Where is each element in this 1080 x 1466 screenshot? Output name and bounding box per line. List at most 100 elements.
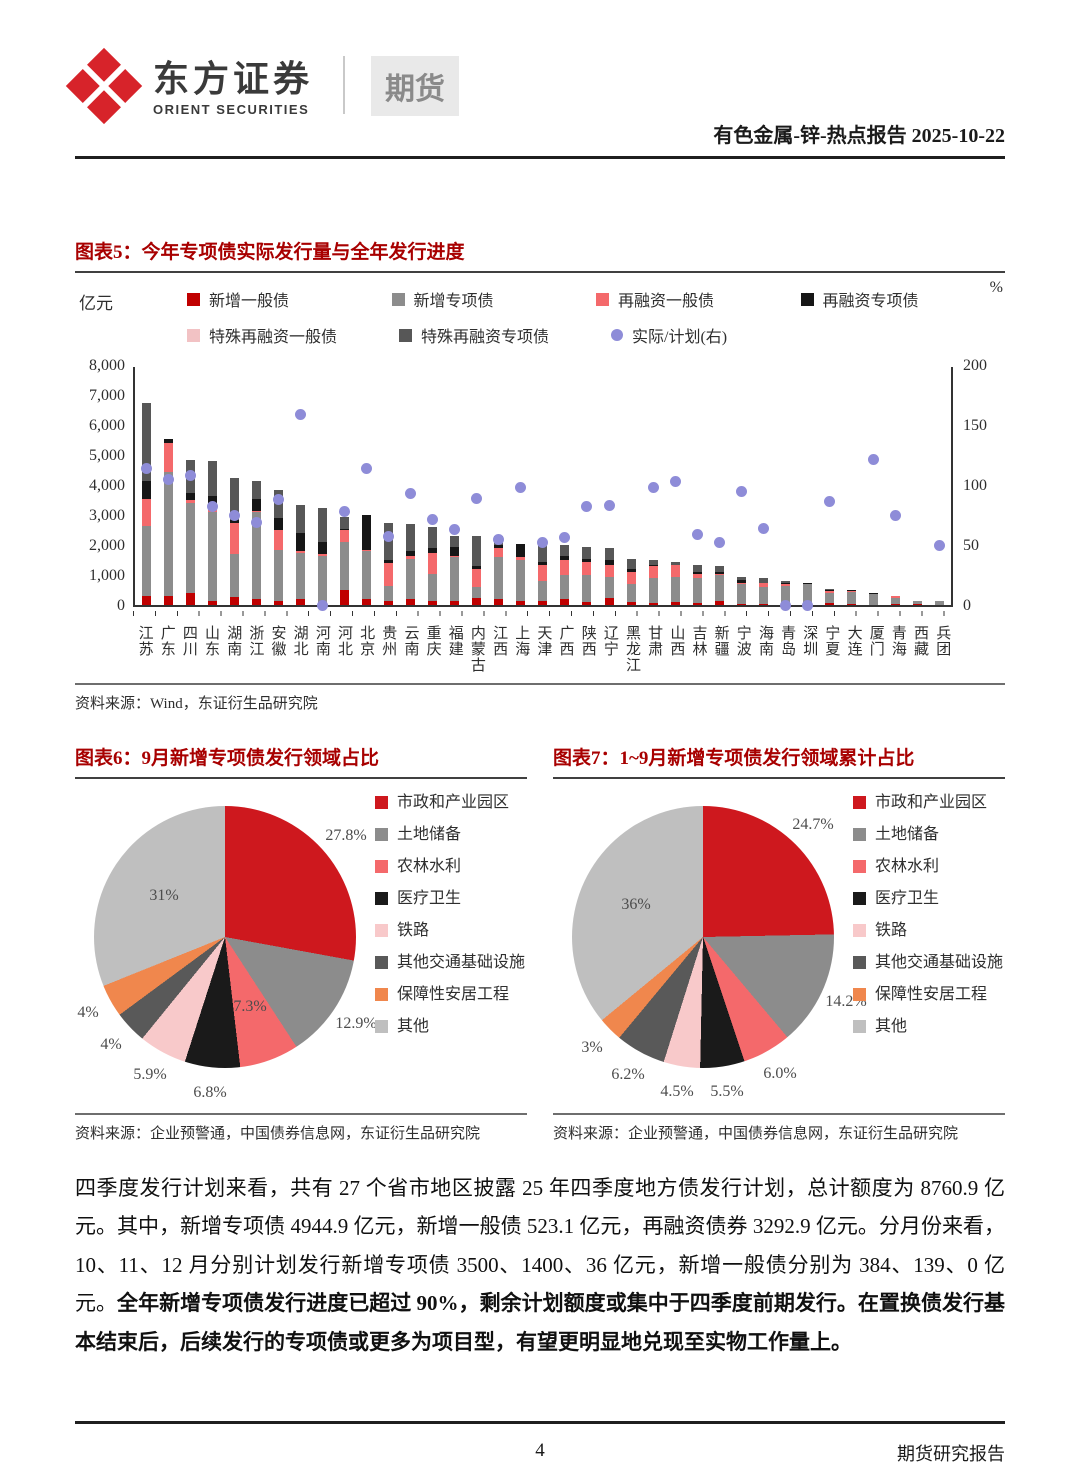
legend-item: 土地储备: [375, 825, 527, 845]
ratio-dot: [890, 509, 902, 521]
bar-segment: [428, 552, 438, 574]
y-axis-tick-right: 150: [963, 417, 987, 434]
legend-label: 实际/计划(右): [632, 329, 728, 346]
legend-item: 市政和产业园区: [853, 793, 1005, 813]
paragraph-bold-text: 全年新增专项债发行进度已超过 90%，剩余计划额度或集中于四季度前期发行。在置换…: [75, 1291, 1006, 1354]
left-axis-unit: 亿元: [79, 294, 113, 313]
ratio-dot: [934, 539, 946, 551]
bar-segment: [384, 563, 394, 586]
ratio-dot: [713, 537, 725, 549]
x-axis-label: 山西: [668, 625, 685, 657]
x-axis-label: 河南: [313, 625, 330, 657]
bar-segment: [847, 590, 857, 592]
bar-segment: [428, 573, 438, 601]
figure5-source: 资料来源：Wind，东证衍生品研究院: [75, 683, 1005, 713]
bar-segment: [913, 604, 923, 605]
y-axis-tick-left: 8,000: [89, 357, 125, 374]
legend-label: 保障性安居工程: [397, 986, 510, 1003]
legend-label: 市政和产业园区: [875, 794, 988, 811]
bar-segment: [450, 557, 460, 601]
ratio-dot: [559, 532, 571, 544]
legend-item: 其他: [375, 1017, 527, 1037]
x-axis-label: 陕西: [579, 625, 596, 657]
bar-column: [311, 367, 333, 611]
figure5: 图表5：今年专项债实际发行量与全年发行进度 亿元 % 新增一般债 新增专项债 再融资…: [75, 237, 1005, 713]
bar-segment: [582, 575, 592, 602]
bar-segment: [847, 603, 857, 605]
x-axis-label: 四川: [180, 625, 197, 657]
pie-slice-label: 6.0%: [763, 1065, 797, 1082]
bar-segment: [207, 495, 217, 506]
bar-segment: [339, 530, 349, 542]
bar-segment: [295, 599, 305, 605]
bar-segment: [538, 543, 548, 562]
bar-column: [179, 367, 201, 605]
legend-square-marker: [853, 1020, 866, 1033]
bar-segment: [384, 560, 394, 563]
bar-segment: [295, 552, 305, 599]
bar-segment: [538, 564, 548, 581]
bar-segment: [648, 566, 658, 579]
bar-segment: [406, 524, 416, 551]
bar-segment: [758, 582, 768, 587]
bar-column: [907, 367, 929, 605]
legend-item: 新增专项债: [391, 287, 597, 311]
x-axis-label: 江苏: [136, 625, 153, 657]
bar-column: [708, 367, 730, 605]
bar-segment: [317, 555, 327, 602]
bar-segment: [758, 587, 768, 604]
bar-segment: [780, 582, 790, 584]
bar-segment: [273, 530, 283, 550]
pie-slice-label: 24.7%: [792, 816, 834, 833]
ratio-dot: [868, 454, 880, 466]
bar-column: [466, 367, 488, 605]
bar-segment: [604, 564, 614, 577]
bar-segment: [648, 602, 658, 605]
bar-segment: [560, 599, 570, 605]
ratio-dot: [316, 599, 328, 611]
legend-label: 铁路: [875, 922, 908, 939]
bar-column: [620, 367, 642, 605]
bar-segment: [494, 548, 504, 557]
bar-segment: [714, 600, 724, 605]
bar-segment: [361, 549, 371, 551]
ratio-dot: [360, 462, 372, 474]
legend-item: 其他交通基础设施: [853, 953, 1005, 973]
bar-segment: [516, 557, 526, 560]
ratio-dot: [206, 501, 218, 513]
bar-column: [532, 367, 554, 605]
bar-segment: [758, 578, 768, 583]
bar-segment: [406, 558, 416, 599]
bar-segment: [736, 579, 746, 583]
bar-column: [201, 367, 223, 605]
legend-label: 其他: [397, 1018, 430, 1035]
ratio-dot: [228, 509, 240, 521]
bar-segment: [163, 438, 173, 443]
bar-segment: [582, 546, 592, 559]
bar-segment: [141, 525, 151, 596]
bar-segment: [824, 590, 834, 594]
bar-column: [863, 367, 885, 605]
x-axis-label: 广西: [557, 625, 574, 657]
figure5-title: 图表5：今年专项债实际发行量与全年发行进度: [75, 237, 1005, 273]
legend-square-marker: [375, 892, 388, 905]
x-axis-label: 深圳: [801, 625, 818, 657]
figure7-source: 资料来源：企业预警通，中国债券信息网，东证衍生品研究院: [553, 1113, 1005, 1143]
pie-slice-label: 5.5%: [710, 1083, 744, 1100]
bar-segment: [824, 593, 834, 604]
y-axis-tick-left: 4,000: [89, 477, 125, 494]
ratio-dot: [140, 462, 152, 474]
y-axis-tick-left: 0: [117, 597, 125, 614]
bar-segment: [207, 512, 217, 601]
bar-segment: [935, 600, 945, 602]
x-axis-label: 江西: [491, 625, 508, 657]
legend-label: 农林水利: [397, 858, 462, 875]
pie-slice-label: 7.3%: [233, 998, 267, 1015]
legend-square-marker: [375, 988, 388, 1001]
bar-column: [554, 367, 576, 605]
bar-column: [664, 367, 686, 605]
bar-column: [642, 367, 664, 605]
pie-slice-label: 5.9%: [133, 1066, 167, 1083]
legend-row-1: 新增一般债 新增专项债 再融资一般债 再融资专项债: [187, 287, 1005, 311]
ratio-dot: [581, 501, 593, 513]
